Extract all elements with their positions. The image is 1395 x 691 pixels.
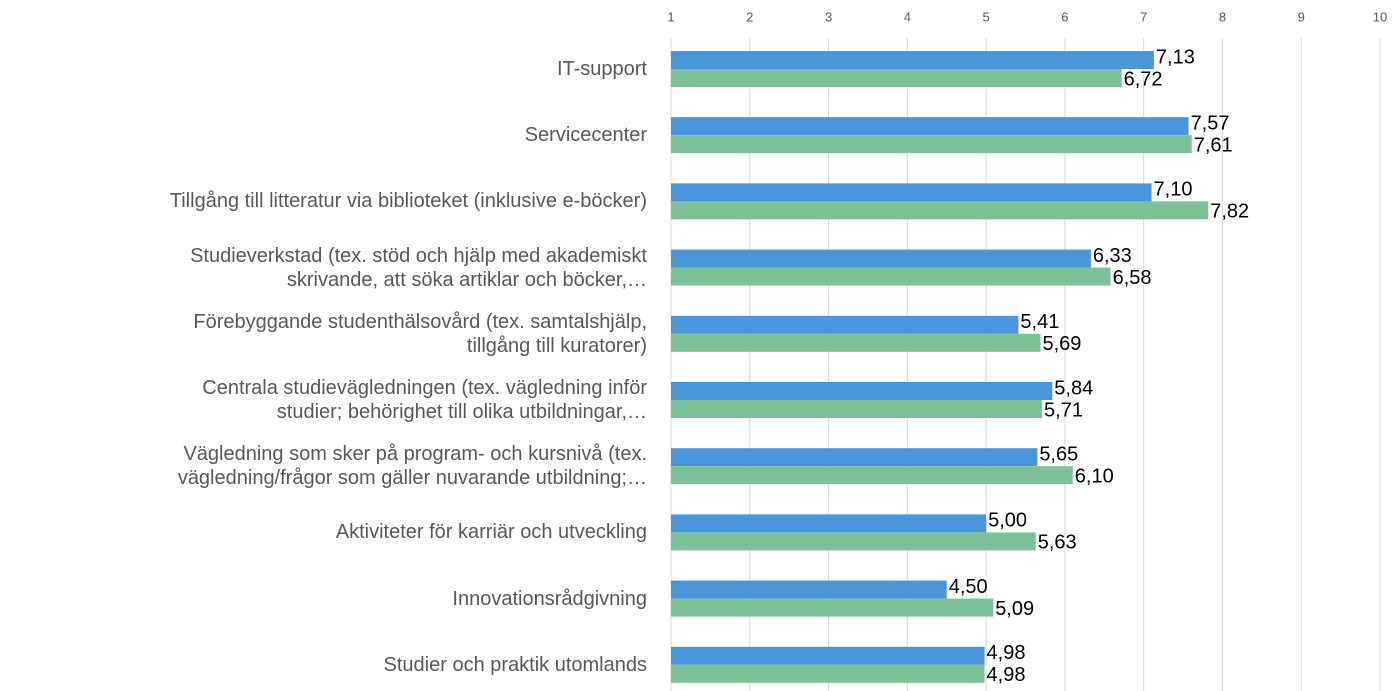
data-label: 4,50: [949, 576, 988, 598]
x-tick-label: 1: [667, 9, 674, 24]
y-tick-label: Vägledning som sker på program- och kurs…: [177, 443, 647, 490]
data-label: 7,82: [1210, 201, 1249, 223]
data-label: 5,71: [1044, 399, 1083, 421]
x-tick-label: 2: [746, 9, 753, 24]
x-tick-label: 3: [825, 9, 832, 24]
y-tick-label: Servicecenter: [524, 124, 647, 147]
x-tick-label: 7: [1140, 9, 1147, 24]
bar: [671, 448, 1038, 467]
bar: [671, 51, 1154, 69]
y-tick-label: Centrala studievägledningen (tex. vägled…: [202, 377, 647, 423]
data-label: 7,57: [1191, 112, 1230, 134]
data-label: 5,65: [1039, 443, 1078, 465]
data-label: 5,69: [1042, 333, 1081, 355]
bar: [671, 249, 1091, 268]
bar: [671, 400, 1043, 418]
data-label: 7,10: [1154, 179, 1193, 201]
bar: [671, 646, 985, 665]
bar: [671, 532, 1036, 551]
x-tick-label: 6: [1061, 9, 1068, 24]
bar: [671, 664, 985, 683]
data-label: 5,09: [995, 598, 1034, 620]
bar: [671, 315, 1019, 334]
bar: [671, 183, 1152, 202]
y-tick-label: Studieverkstad (tex. stöd och hjälp med …: [190, 244, 647, 291]
data-label: 6,33: [1093, 245, 1132, 267]
y-tick-label: Studier och praktik utomlands: [383, 653, 647, 676]
bar: [671, 580, 947, 599]
data-label: 4,98: [987, 664, 1026, 686]
bar: [671, 333, 1041, 352]
y-tick-label: Innovationsrådgivning: [452, 587, 647, 610]
bar: [671, 267, 1111, 286]
x-tick-label: 10: [1373, 9, 1387, 24]
data-label: 7,13: [1156, 46, 1195, 68]
x-tick-label: 5: [982, 9, 989, 24]
bar: [671, 598, 994, 617]
bar: [671, 135, 1192, 154]
x-tick-label: 4: [904, 9, 911, 24]
bar: [671, 117, 1189, 136]
y-tick-label: IT-support: [556, 58, 647, 80]
bar: [671, 382, 1053, 400]
data-label: 5,00: [988, 510, 1027, 532]
data-label: 5,63: [1038, 532, 1077, 554]
y-tick-label: Aktiviteter för karriär och utveckling: [335, 521, 647, 544]
x-tick-label: 9: [1298, 9, 1305, 24]
bar: [671, 69, 1122, 87]
y-tick-label: Tillgång till litteratur via biblioteket…: [169, 190, 647, 213]
data-label: 5,41: [1020, 311, 1059, 333]
data-label: 7,61: [1194, 134, 1233, 156]
data-label: 6,72: [1124, 68, 1163, 90]
data-label: 5,84: [1054, 377, 1093, 399]
data-label: 6,10: [1075, 465, 1114, 487]
bar: [671, 466, 1073, 485]
bar: [671, 201, 1209, 220]
y-tick-label: Förebyggande studenthälsovård (tex. samt…: [193, 310, 647, 357]
data-label: 4,98: [987, 642, 1026, 664]
x-tick-label: 8: [1219, 9, 1226, 24]
bar: [671, 514, 987, 533]
data-label: 6,58: [1113, 267, 1152, 289]
